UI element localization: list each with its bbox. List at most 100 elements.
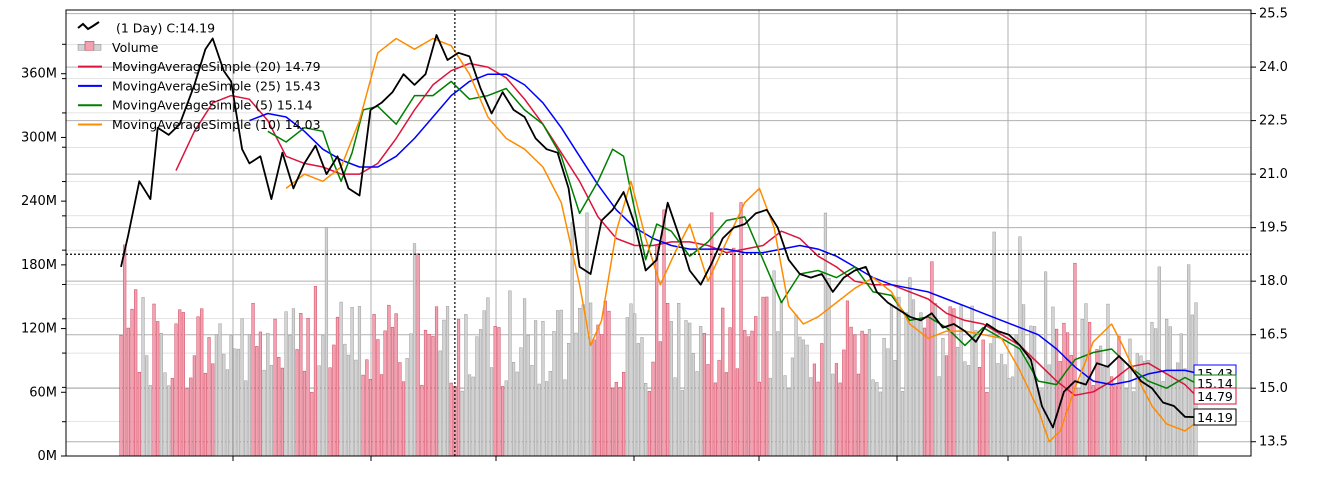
volume-bar [449, 382, 453, 457]
volume-bar [1128, 338, 1132, 457]
volume-bar [930, 261, 934, 457]
volume-bar [768, 377, 772, 457]
volume-bar [600, 334, 604, 457]
volume-bar [545, 381, 549, 457]
volume-bar [944, 355, 949, 457]
volume-bar [328, 367, 332, 457]
volume-bar [512, 362, 516, 457]
value-tag-label: 15.14 [1197, 376, 1233, 391]
volume-bar [313, 286, 318, 457]
volume-bar [387, 304, 391, 457]
volume-bar [394, 313, 398, 457]
volume-bar [625, 317, 629, 457]
volume-bar [284, 311, 288, 457]
volume-tick-label: 120M [21, 322, 57, 337]
volume-bar [1032, 326, 1037, 457]
volume-bar [1003, 364, 1007, 457]
volume-bar [963, 361, 967, 457]
volume-bar [919, 312, 923, 457]
volume-bar [317, 365, 321, 457]
volume-bar [966, 365, 971, 457]
volume-bar [130, 308, 134, 457]
volume-bar [761, 296, 765, 457]
volume-bar [695, 371, 699, 457]
volume-bar [842, 349, 846, 457]
volume-bar [853, 334, 857, 457]
volume-bar [893, 360, 897, 457]
value-tag-label: 14.19 [1197, 410, 1233, 425]
volume-bar [875, 382, 879, 457]
volume-bar [721, 307, 725, 457]
volume-bar [530, 365, 534, 457]
price-tick-label: 21.0 [1259, 167, 1288, 182]
volume-bar [464, 314, 468, 457]
legend-swatch-volume [77, 44, 86, 51]
volume-bar [390, 326, 395, 457]
volume-bar [706, 364, 710, 457]
volume-bar [416, 253, 420, 457]
volume-bar [493, 326, 497, 457]
volume-bar [1157, 266, 1161, 457]
volume-bar [273, 318, 277, 457]
volume-bar [258, 331, 262, 457]
legend-label: Volume [112, 40, 159, 55]
volume-bar [501, 386, 505, 457]
price-tick-label: 24.0 [1259, 60, 1288, 75]
volume-bar [335, 316, 340, 457]
volume-bar [992, 231, 996, 457]
volume-bar [295, 349, 299, 457]
volume-bar [200, 308, 204, 457]
volume-bar [178, 309, 182, 457]
volume-bar [787, 388, 791, 457]
volume-bar [321, 335, 325, 457]
volume-bar [137, 372, 141, 457]
volume-bar [306, 318, 310, 457]
volume-bar [739, 202, 743, 457]
volume-bar [849, 326, 853, 457]
volume-bar [537, 383, 541, 457]
volume-bar [629, 303, 633, 457]
volume-bar [357, 306, 362, 457]
volume-bar [288, 335, 292, 457]
volume-bar [475, 336, 479, 457]
volume-bar [405, 358, 409, 457]
volume-bar [445, 306, 450, 457]
volume-bar [1102, 366, 1106, 457]
volume-bar [1007, 377, 1011, 457]
volume-bar [167, 385, 171, 457]
volume-bar [559, 309, 563, 457]
volume-bar [732, 247, 736, 457]
volume-bar [269, 365, 273, 457]
volume-bar [159, 333, 163, 457]
volume-bar [471, 376, 475, 457]
volume-bar [713, 382, 717, 457]
volume-bar [255, 346, 259, 457]
volume-bar [1069, 355, 1073, 457]
volume-bar [897, 296, 901, 457]
volume-bar [743, 330, 747, 457]
volume-bar [809, 377, 813, 457]
volume-bar [185, 388, 189, 457]
volume-bar [651, 361, 655, 457]
volume-tick-label: 360M [21, 67, 57, 82]
volume-bar [1014, 334, 1018, 457]
volume-bar [299, 313, 303, 457]
volume-bar [827, 277, 831, 457]
volume-bar [985, 392, 989, 457]
volume-bar [523, 298, 527, 457]
volume-bar [567, 343, 571, 457]
volume-bar [882, 337, 886, 457]
volume-bar [977, 367, 982, 457]
volume-bar [504, 380, 508, 457]
volume-bar [1077, 388, 1081, 457]
volume-bar [955, 347, 960, 457]
value-tag-label: 14.79 [1197, 389, 1233, 404]
volume-bar [666, 302, 670, 457]
volume-bar [699, 326, 703, 457]
volume-bar [816, 381, 820, 457]
volume-bar [379, 374, 384, 457]
volume-bar [794, 314, 798, 457]
volume-bar [365, 359, 369, 457]
volume-bar [915, 319, 919, 457]
